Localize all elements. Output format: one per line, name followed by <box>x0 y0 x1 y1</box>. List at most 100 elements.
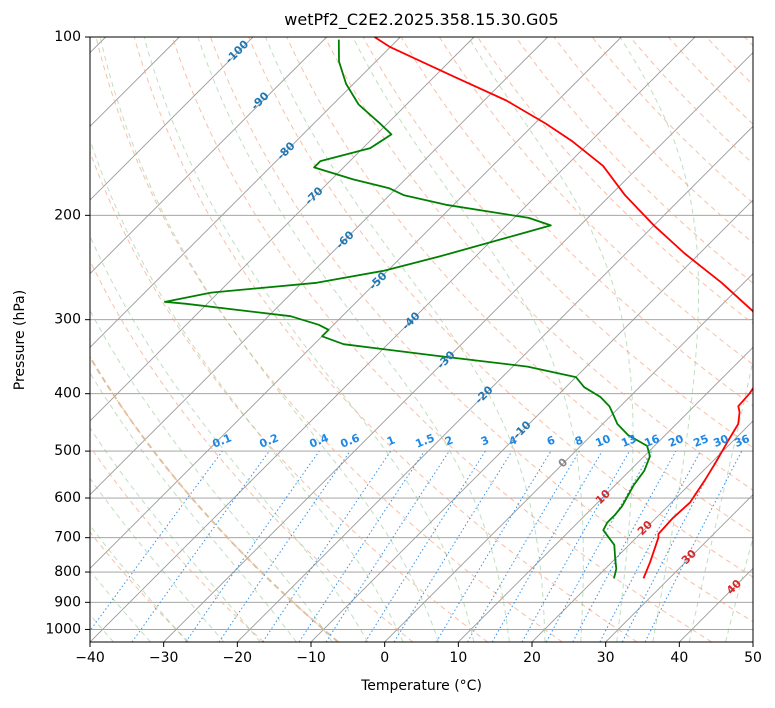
y-tick-label: 400 <box>54 386 81 402</box>
dry-adiabat-label: -100 <box>223 37 252 66</box>
dry-adiabat <box>591 37 753 204</box>
x-tick-label: −40 <box>75 650 105 666</box>
dry-adiabat <box>400 37 753 407</box>
dry-adiabat <box>324 37 753 491</box>
mixing-ratio-line <box>521 450 630 642</box>
isotherm <box>90 37 401 348</box>
moist-adiabat-label: 20 <box>635 518 655 538</box>
temperature-profile <box>374 37 753 579</box>
mixing-ratio-label: 3 <box>479 434 491 449</box>
mixing-ratio-label: 2 <box>443 434 455 449</box>
isotherm <box>163 52 753 642</box>
dry-adiabat <box>553 37 753 244</box>
x-axis-label: Temperature (°C) <box>361 678 482 694</box>
y-tick-label: 200 <box>54 207 81 223</box>
dry-adiabat <box>90 355 339 642</box>
moist-adiabat <box>90 309 333 642</box>
moist-adiabat-label: 30 <box>679 547 699 567</box>
mixing-ratio-label: 0.2 <box>258 431 281 450</box>
mixing-ratio-label: 36 <box>732 432 751 450</box>
isotherm <box>90 37 622 569</box>
moist-adiabat <box>265 37 546 642</box>
moist-adiabat <box>90 477 225 642</box>
moist-adiabat <box>90 235 369 642</box>
moist-adiabat <box>90 613 114 642</box>
mixing-ratio-line <box>491 450 603 642</box>
y-tick-label: 100 <box>54 29 81 45</box>
mixing-ratio-line <box>435 450 552 642</box>
y-tick-label: 700 <box>54 530 81 546</box>
moist-adiabat <box>143 37 475 642</box>
isotherm <box>90 37 696 642</box>
chart-title: wetPf2_C2E2.2025.358.15.30.G05 <box>284 10 559 29</box>
mixing-ratio-line <box>185 450 320 642</box>
mixing-ratio-label: 0.1 <box>211 431 234 450</box>
x-tick-label: 20 <box>523 650 541 666</box>
isotherm <box>90 37 475 422</box>
dry-adiabat <box>286 37 753 534</box>
mixing-ratio-label: 10 <box>593 432 612 450</box>
y-tick-label: 1000 <box>45 621 81 637</box>
dry-adiabat <box>210 37 753 623</box>
y-tick-label: 600 <box>54 490 81 506</box>
mixing-ratio-label: 0.4 <box>308 431 331 450</box>
isotherm <box>90 37 254 201</box>
moist-adiabat-label: 0 <box>556 455 571 470</box>
dry-adiabat-label: -90 <box>248 89 271 112</box>
isotherm <box>90 37 548 496</box>
dry-adiabat <box>248 37 753 578</box>
dry-adiabat <box>90 150 488 642</box>
mixing-ratio-line <box>298 450 425 642</box>
mixing-ratio-label: 20 <box>666 432 685 450</box>
x-tick-label: 0 <box>380 650 389 666</box>
mixing-ratio-line <box>325 450 450 642</box>
dry-adiabat <box>515 37 753 284</box>
x-tick-label: −10 <box>296 650 326 666</box>
moist-adiabat <box>688 358 753 642</box>
y-tick-label: 800 <box>54 564 81 580</box>
moist-adiabat <box>619 37 699 642</box>
isotherm <box>237 125 753 642</box>
mixing-ratio-line <box>90 450 223 632</box>
x-tick-label: 10 <box>449 650 467 666</box>
dry-adiabat <box>90 259 414 642</box>
mixing-ratio-line <box>545 450 653 642</box>
moist-adiabat <box>352 37 584 642</box>
moist-adiabat <box>90 524 188 642</box>
dry-adiabat <box>90 445 264 642</box>
dry-adiabat <box>90 356 339 642</box>
mixing-ratio-line <box>364 450 486 642</box>
isotherm <box>605 494 753 642</box>
mixing-ratio-line <box>393 450 513 642</box>
x-tick-label: 40 <box>670 650 688 666</box>
dry-adiabat <box>362 37 753 449</box>
moist-adiabat <box>99 37 439 642</box>
x-tick-label: −20 <box>223 650 253 666</box>
mixing-ratio-line <box>262 450 392 642</box>
mixing-ratio-line <box>572 450 677 642</box>
mixing-ratio-line <box>218 450 351 642</box>
moist-adiabat <box>90 569 151 642</box>
dry-adiabat <box>706 37 753 86</box>
dry-adiabat <box>133 37 638 642</box>
moist-adiabat <box>90 138 404 642</box>
plot-frame <box>89 36 754 643</box>
moist-adiabat <box>90 427 261 642</box>
dry-adiabat <box>90 531 190 642</box>
moist-adiabat <box>725 536 753 642</box>
x-tick-label: −30 <box>149 650 179 666</box>
y-tick-label: 500 <box>54 443 81 459</box>
mixing-ratio-label: 1.5 <box>414 431 437 450</box>
moist-adiabat <box>762 37 775 642</box>
isotherm <box>531 420 753 642</box>
isotherm <box>384 273 753 642</box>
mixing-ratio-line <box>467 450 580 642</box>
dry-adiabat <box>438 37 753 366</box>
y-tick-label: 900 <box>54 594 81 610</box>
mixing-ratio-label: 16 <box>642 432 661 450</box>
isotherm <box>458 346 753 642</box>
isotherm <box>90 37 327 275</box>
mixing-ratio-label: 8 <box>573 434 585 449</box>
mixing-ratio-label: 13 <box>619 432 638 450</box>
